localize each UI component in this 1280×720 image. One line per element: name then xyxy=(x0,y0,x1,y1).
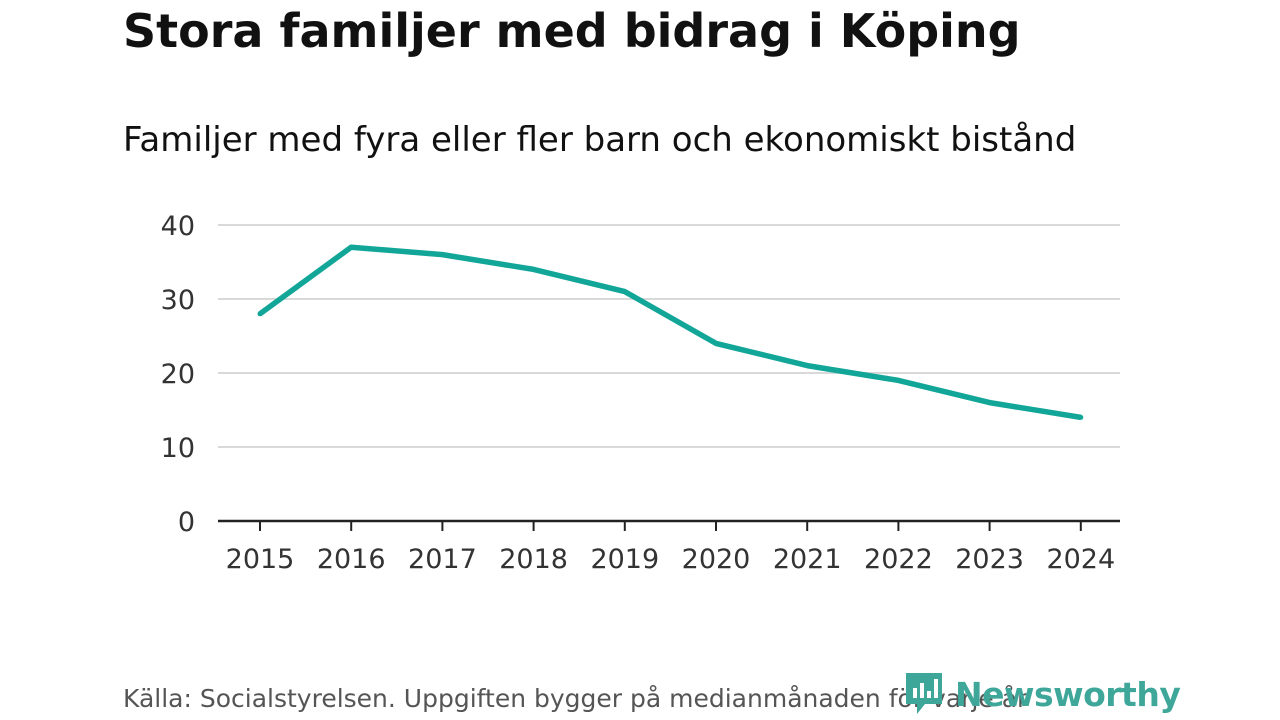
y-axis-labels: 0 10 20 30 40 xyxy=(161,211,195,538)
data-point-2019 xyxy=(622,289,628,295)
x-tick-label-2016: 2016 xyxy=(317,544,386,575)
y-tick-label-20: 20 xyxy=(161,359,195,390)
data-point-2020 xyxy=(713,340,719,346)
data-point-2018 xyxy=(531,266,537,272)
x-tick-label-2021: 2021 xyxy=(773,544,842,575)
x-tick-label-2019: 2019 xyxy=(590,544,659,575)
data-point-2017 xyxy=(439,252,445,258)
data-point-2021 xyxy=(804,363,810,369)
y-tick-label-10: 10 xyxy=(161,433,195,464)
x-tick-label-2022: 2022 xyxy=(864,544,933,575)
data-point-2015 xyxy=(257,311,263,317)
data-point-2016 xyxy=(348,244,354,250)
newsworthy-logo[interactable]: Newsworthy xyxy=(903,670,1181,718)
x-tick-label-2024: 2024 xyxy=(1046,544,1115,575)
y-tick-label-40: 40 xyxy=(161,211,195,242)
chart-title: Stora familjer med bidrag i Köping xyxy=(123,4,1021,58)
newsworthy-logo-icon xyxy=(906,673,942,714)
source-note: Källa: Socialstyrelsen. Uppgiften bygger… xyxy=(123,684,1028,713)
data-point-2022 xyxy=(895,377,901,383)
x-tick-label-2020: 2020 xyxy=(682,544,751,575)
series-line-0 xyxy=(258,244,1082,421)
x-tick-label-2015: 2015 xyxy=(226,544,295,575)
x-axis xyxy=(218,519,1120,531)
x-axis-labels: 2015 2016 2017 2018 2019 2020 2021 2022 2023 2024 xyxy=(226,544,1116,575)
gridlines xyxy=(218,224,1120,448)
x-tick-label-2023: 2023 xyxy=(955,544,1024,575)
x-tick-label-2018: 2018 xyxy=(499,544,568,575)
chart-subtitle: Familjer med fyra eller fler barn och ek… xyxy=(123,120,1077,160)
x-tick-label-2017: 2017 xyxy=(408,544,477,575)
data-point-2023 xyxy=(987,400,993,406)
brand-name: Newsworthy xyxy=(955,674,1181,714)
y-tick-label-0: 0 xyxy=(178,507,195,538)
data-point-2024 xyxy=(1078,414,1084,420)
series xyxy=(257,244,1084,421)
y-tick-label-30: 30 xyxy=(161,285,195,316)
